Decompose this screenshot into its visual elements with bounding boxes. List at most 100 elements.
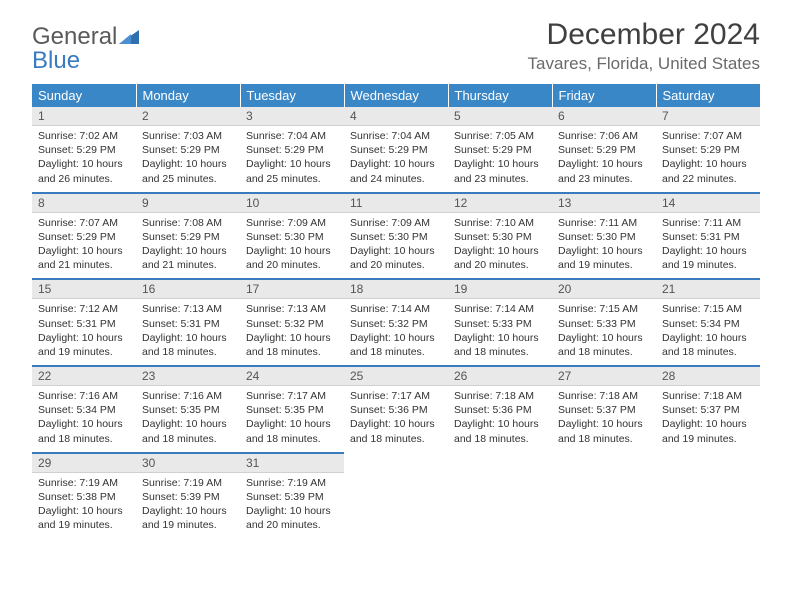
day-details: Sunrise: 7:18 AMSunset: 5:37 PMDaylight:…: [552, 386, 656, 452]
weekday-header: Monday: [136, 84, 240, 107]
day-number: 12: [448, 192, 552, 213]
calendar-day-cell: 24Sunrise: 7:17 AMSunset: 5:35 PMDayligh…: [240, 365, 344, 452]
day-number: 19: [448, 278, 552, 299]
sunrise-text: Sunrise: 7:16 AM: [142, 389, 234, 403]
sunset-text: Sunset: 5:31 PM: [142, 317, 234, 331]
day-number: 25: [344, 365, 448, 386]
sunrise-text: Sunrise: 7:05 AM: [454, 129, 546, 143]
daylight-text: Daylight: 10 hours and 18 minutes.: [662, 331, 754, 359]
sunrise-text: Sunrise: 7:19 AM: [38, 476, 130, 490]
daylight-text: Daylight: 10 hours and 19 minutes.: [142, 504, 234, 532]
daylight-text: Daylight: 10 hours and 26 minutes.: [38, 157, 130, 185]
sunset-text: Sunset: 5:30 PM: [350, 230, 442, 244]
calendar-day-cell: 18Sunrise: 7:14 AMSunset: 5:32 PMDayligh…: [344, 278, 448, 365]
daylight-text: Daylight: 10 hours and 19 minutes.: [662, 417, 754, 445]
calendar-day-cell: 20Sunrise: 7:15 AMSunset: 5:33 PMDayligh…: [552, 278, 656, 365]
day-number: 2: [136, 107, 240, 126]
day-details: Sunrise: 7:03 AMSunset: 5:29 PMDaylight:…: [136, 126, 240, 192]
calendar-day-cell: 6Sunrise: 7:06 AMSunset: 5:29 PMDaylight…: [552, 107, 656, 192]
calendar-empty-cell: [344, 452, 448, 539]
day-number: 16: [136, 278, 240, 299]
daylight-text: Daylight: 10 hours and 21 minutes.: [142, 244, 234, 272]
day-details: Sunrise: 7:17 AMSunset: 5:35 PMDaylight:…: [240, 386, 344, 452]
day-details: Sunrise: 7:13 AMSunset: 5:32 PMDaylight:…: [240, 299, 344, 365]
day-number: 26: [448, 365, 552, 386]
calendar-day-cell: 1Sunrise: 7:02 AMSunset: 5:29 PMDaylight…: [32, 107, 136, 192]
daylight-text: Daylight: 10 hours and 21 minutes.: [38, 244, 130, 272]
brand-word2: Blue: [32, 47, 80, 74]
sunset-text: Sunset: 5:29 PM: [454, 143, 546, 157]
day-number: 4: [344, 107, 448, 126]
day-details: Sunrise: 7:08 AMSunset: 5:29 PMDaylight:…: [136, 213, 240, 279]
day-details: Sunrise: 7:04 AMSunset: 5:29 PMDaylight:…: [344, 126, 448, 192]
day-details: Sunrise: 7:09 AMSunset: 5:30 PMDaylight:…: [344, 213, 448, 279]
day-details: Sunrise: 7:15 AMSunset: 5:34 PMDaylight:…: [656, 299, 760, 365]
sunrise-text: Sunrise: 7:13 AM: [142, 302, 234, 316]
sunset-text: Sunset: 5:29 PM: [142, 143, 234, 157]
sunset-text: Sunset: 5:33 PM: [454, 317, 546, 331]
calendar-day-cell: 11Sunrise: 7:09 AMSunset: 5:30 PMDayligh…: [344, 192, 448, 279]
weekday-header: Saturday: [656, 84, 760, 107]
page-header: General Blue December 2024 Tavares, Flor…: [32, 18, 760, 74]
calendar-day-cell: 19Sunrise: 7:14 AMSunset: 5:33 PMDayligh…: [448, 278, 552, 365]
day-number: 13: [552, 192, 656, 213]
daylight-text: Daylight: 10 hours and 20 minutes.: [246, 504, 338, 532]
sunset-text: Sunset: 5:29 PM: [350, 143, 442, 157]
sunrise-text: Sunrise: 7:16 AM: [38, 389, 130, 403]
daylight-text: Daylight: 10 hours and 18 minutes.: [558, 417, 650, 445]
calendar-day-cell: 15Sunrise: 7:12 AMSunset: 5:31 PMDayligh…: [32, 278, 136, 365]
sunset-text: Sunset: 5:29 PM: [558, 143, 650, 157]
calendar-day-cell: 7Sunrise: 7:07 AMSunset: 5:29 PMDaylight…: [656, 107, 760, 192]
sunset-text: Sunset: 5:34 PM: [662, 317, 754, 331]
sunrise-text: Sunrise: 7:17 AM: [246, 389, 338, 403]
sunset-text: Sunset: 5:31 PM: [38, 317, 130, 331]
calendar-empty-cell: [448, 452, 552, 539]
day-number: 23: [136, 365, 240, 386]
day-number: 8: [32, 192, 136, 213]
day-details: Sunrise: 7:18 AMSunset: 5:37 PMDaylight:…: [656, 386, 760, 452]
day-number: 29: [32, 452, 136, 473]
calendar-day-cell: 30Sunrise: 7:19 AMSunset: 5:39 PMDayligh…: [136, 452, 240, 539]
day-details: Sunrise: 7:04 AMSunset: 5:29 PMDaylight:…: [240, 126, 344, 192]
calendar-empty-cell: [552, 452, 656, 539]
sunrise-text: Sunrise: 7:09 AM: [350, 216, 442, 230]
sunrise-text: Sunrise: 7:08 AM: [142, 216, 234, 230]
weekday-header: Tuesday: [240, 84, 344, 107]
sunset-text: Sunset: 5:36 PM: [454, 403, 546, 417]
daylight-text: Daylight: 10 hours and 18 minutes.: [558, 331, 650, 359]
day-details: Sunrise: 7:17 AMSunset: 5:36 PMDaylight:…: [344, 386, 448, 452]
calendar-empty-cell: [656, 452, 760, 539]
sunset-text: Sunset: 5:31 PM: [662, 230, 754, 244]
daylight-text: Daylight: 10 hours and 18 minutes.: [246, 417, 338, 445]
calendar-week-row: 1Sunrise: 7:02 AMSunset: 5:29 PMDaylight…: [32, 107, 760, 192]
sunrise-text: Sunrise: 7:19 AM: [142, 476, 234, 490]
daylight-text: Daylight: 10 hours and 25 minutes.: [246, 157, 338, 185]
day-details: Sunrise: 7:15 AMSunset: 5:33 PMDaylight:…: [552, 299, 656, 365]
day-number: 7: [656, 107, 760, 126]
weekday-header: Thursday: [448, 84, 552, 107]
sunset-text: Sunset: 5:29 PM: [142, 230, 234, 244]
sunset-text: Sunset: 5:32 PM: [246, 317, 338, 331]
calendar-day-cell: 29Sunrise: 7:19 AMSunset: 5:38 PMDayligh…: [32, 452, 136, 539]
sunrise-text: Sunrise: 7:17 AM: [350, 389, 442, 403]
sunrise-text: Sunrise: 7:18 AM: [558, 389, 650, 403]
calendar-week-row: 29Sunrise: 7:19 AMSunset: 5:38 PMDayligh…: [32, 452, 760, 539]
daylight-text: Daylight: 10 hours and 20 minutes.: [246, 244, 338, 272]
day-number: 1: [32, 107, 136, 126]
sunset-text: Sunset: 5:36 PM: [350, 403, 442, 417]
calendar-page: General Blue December 2024 Tavares, Flor…: [0, 0, 792, 558]
day-details: Sunrise: 7:12 AMSunset: 5:31 PMDaylight:…: [32, 299, 136, 365]
daylight-text: Daylight: 10 hours and 23 minutes.: [558, 157, 650, 185]
day-number: 9: [136, 192, 240, 213]
sunrise-text: Sunrise: 7:07 AM: [662, 129, 754, 143]
day-details: Sunrise: 7:06 AMSunset: 5:29 PMDaylight:…: [552, 126, 656, 192]
day-number: 18: [344, 278, 448, 299]
sunset-text: Sunset: 5:39 PM: [246, 490, 338, 504]
daylight-text: Daylight: 10 hours and 19 minutes.: [38, 504, 130, 532]
day-number: 28: [656, 365, 760, 386]
sunset-text: Sunset: 5:33 PM: [558, 317, 650, 331]
sail-icon: [119, 28, 141, 46]
day-details: Sunrise: 7:07 AMSunset: 5:29 PMDaylight:…: [32, 213, 136, 279]
location-text: Tavares, Florida, United States: [528, 54, 760, 74]
calendar-day-cell: 31Sunrise: 7:19 AMSunset: 5:39 PMDayligh…: [240, 452, 344, 539]
